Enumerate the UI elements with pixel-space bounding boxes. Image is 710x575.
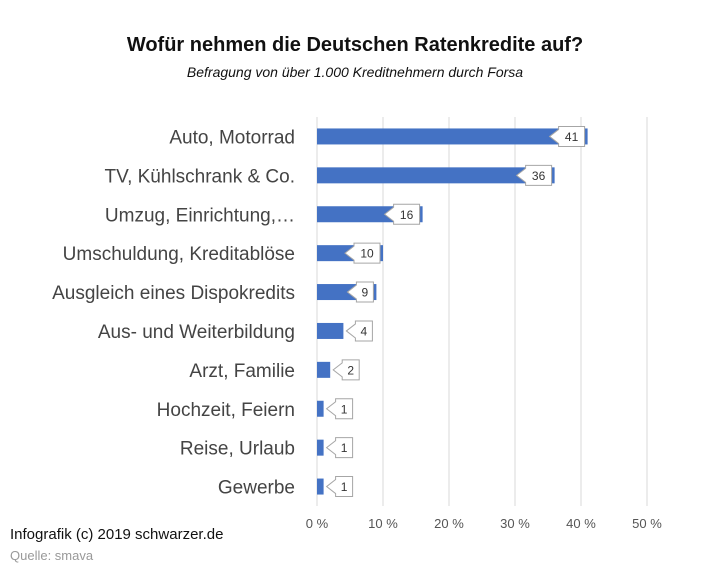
bar — [317, 361, 331, 378]
x-tick-label: 20 % — [434, 516, 464, 531]
category-label: Auto, Motorrad — [169, 127, 295, 148]
data-label-callout — [345, 320, 373, 342]
chart-title: Wofür nehmen die Deutschen Ratenkredite … — [126, 34, 584, 56]
chart-subtitle: Befragung von über 1.000 Kreditnehmern d… — [186, 64, 524, 80]
data-label-callout — [346, 281, 374, 303]
category-label: TV, Kühlschrank & Co. — [105, 166, 295, 187]
data-label: 36 — [532, 169, 546, 183]
data-label-callout — [325, 476, 354, 498]
data-label: 41 — [565, 130, 579, 144]
data-label-callout — [515, 164, 553, 186]
x-tick-label: 40 % — [566, 516, 596, 531]
bar — [317, 128, 588, 145]
category-label: Ausgleich eines Dispokredits — [52, 283, 295, 304]
category-label: Umschuldung, Kreditablöse — [63, 244, 295, 265]
category-label: Gewerbe — [218, 478, 295, 499]
data-label: 2 — [347, 363, 354, 377]
category-label: Reise, Urlaub — [180, 439, 295, 460]
bar — [317, 322, 344, 339]
data-label: 4 — [361, 324, 368, 338]
source-text: Quelle: smava — [10, 548, 94, 563]
bar — [317, 439, 324, 456]
bar — [317, 400, 324, 417]
data-label-callout — [332, 359, 360, 381]
data-label-callout — [383, 203, 421, 225]
x-tick-label: 0 % — [306, 516, 329, 531]
data-label: 1 — [341, 441, 348, 455]
data-label: 1 — [341, 402, 348, 416]
data-label-callout — [325, 398, 354, 420]
x-tick-label: 50 % — [632, 516, 662, 531]
data-label: 9 — [362, 286, 369, 300]
data-label: 16 — [400, 208, 414, 222]
bar — [317, 478, 324, 495]
data-label: 1 — [341, 480, 348, 494]
data-label-callout — [325, 437, 354, 459]
category-label: Arzt, Familie — [189, 361, 295, 382]
category-label: Aus- und Weiterbildung — [98, 322, 295, 343]
data-label-callout — [548, 125, 586, 147]
bar — [317, 167, 555, 184]
data-label-callout — [344, 242, 381, 264]
category-label: Umzug, Einrichtung,… — [105, 205, 295, 226]
credit-text: Infografik (c) 2019 schwarzer.de — [10, 526, 224, 543]
category-label: Hochzeit, Feiern — [157, 400, 295, 421]
data-label: 10 — [360, 247, 374, 261]
x-tick-label: 30 % — [500, 516, 530, 531]
x-tick-label: 10 % — [368, 516, 398, 531]
